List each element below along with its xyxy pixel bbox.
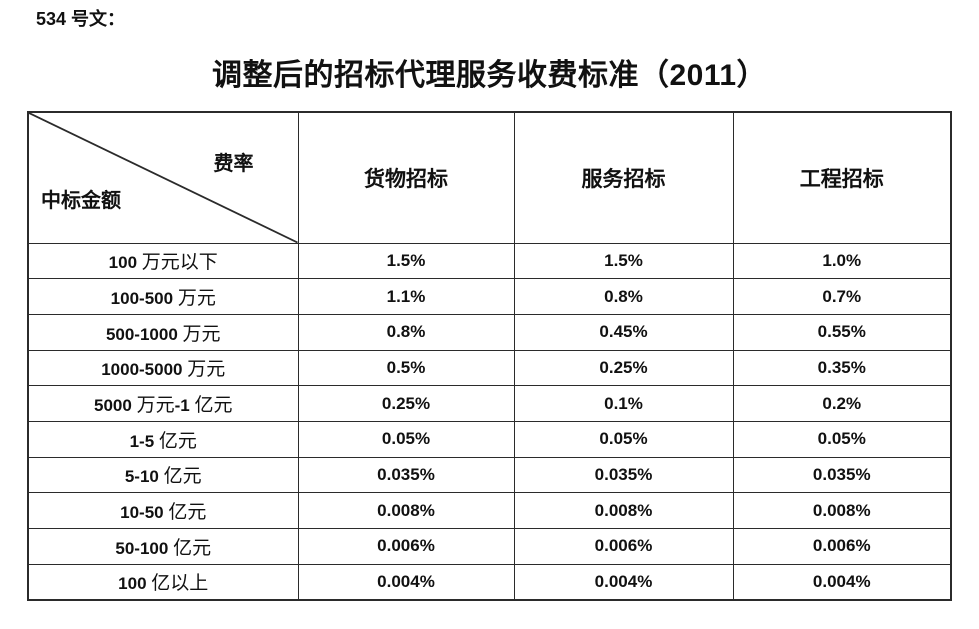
table-body: 100 万元以下 1.5% 1.5% 1.0% 100-500 万元 1.1% 0.8% 0.… xyxy=(27,242,952,601)
fee-table: 费率 中标金额 货物招标 服务招标 工程招标 100 万元以下 1.5% 1.5% 1… xyxy=(27,111,952,601)
rate-value-cell: 0.008% xyxy=(297,492,515,529)
rate-value-cell: 0.55% xyxy=(732,313,952,351)
amount-range-cell: 10-50 亿元 xyxy=(27,492,299,529)
rate-value-cell: 0.05% xyxy=(732,420,952,458)
rate-value-cell: 0.5% xyxy=(297,349,515,387)
table-header-row: 费率 中标金额 货物招标 服务招标 工程招标 xyxy=(27,111,952,244)
rate-value-cell: 0.004% xyxy=(732,563,952,601)
table-row: 100-500 万元 1.1% 0.8% 0.7% xyxy=(27,278,952,315)
rate-value-cell: 0.25% xyxy=(297,385,515,422)
amount-range-cell: 100 万元以下 xyxy=(27,242,299,280)
table-row: 1-5 亿元 0.05% 0.05% 0.05% xyxy=(27,420,952,458)
rate-value-cell: 0.035% xyxy=(732,456,952,494)
rate-value-cell: 0.006% xyxy=(513,528,734,565)
column-header-goods-tender: 货物招标 xyxy=(297,111,515,244)
rate-value-cell: 0.008% xyxy=(732,492,952,529)
amount-range-cell: 100 亿以上 xyxy=(27,563,299,601)
rate-value-cell: 0.004% xyxy=(513,563,734,601)
table-row: 5-10 亿元 0.035% 0.035% 0.035% xyxy=(27,456,952,494)
table-row: 100 亿以上 0.004% 0.004% 0.004% xyxy=(27,563,952,601)
amount-range-cell: 500-1000 万元 xyxy=(27,313,299,351)
amount-range-cell: 1000-5000 万元 xyxy=(27,349,299,387)
table-row: 50-100 亿元 0.006% 0.006% 0.006% xyxy=(27,528,952,565)
rate-value-cell: 1.5% xyxy=(513,242,734,280)
table-row: 1000-5000 万元 0.5% 0.25% 0.35% xyxy=(27,349,952,387)
amount-range-cell: 100-500 万元 xyxy=(27,278,299,315)
rate-value-cell: 0.25% xyxy=(513,349,734,387)
table-row: 5000 万元-1 亿元 0.25% 0.1% 0.2% xyxy=(27,385,952,422)
diagonal-divider-line xyxy=(29,113,298,243)
diagonal-header-cell: 费率 中标金额 xyxy=(27,111,299,244)
rate-value-cell: 0.035% xyxy=(513,456,734,494)
rate-value-cell: 1.0% xyxy=(732,242,952,280)
rate-value-cell: 0.008% xyxy=(513,492,734,529)
rate-value-cell: 0.45% xyxy=(513,313,734,351)
amount-range-cell: 50-100 亿元 xyxy=(27,528,299,565)
rate-value-cell: 0.8% xyxy=(513,278,734,315)
doc-number: 534 号文： xyxy=(36,9,126,29)
rate-value-cell: 0.006% xyxy=(732,528,952,565)
corner-label-bid-amount: 中标金额 xyxy=(41,189,121,212)
rate-value-cell: 1.1% xyxy=(297,278,515,315)
page-title: 调整后的招标代理服务收费标准（2011） xyxy=(211,59,768,92)
rate-value-cell: 0.8% xyxy=(297,313,515,351)
table-row: 10-50 亿元 0.008% 0.008% 0.008% xyxy=(27,492,952,529)
amount-range-cell: 1-5 亿元 xyxy=(27,420,299,458)
corner-label-fee-rate: 费率 xyxy=(213,153,254,175)
table-row: 500-1000 万元 0.8% 0.45% 0.55% xyxy=(27,313,952,351)
rate-value-cell: 0.05% xyxy=(513,420,734,458)
rate-value-cell: 0.7% xyxy=(732,278,952,315)
rate-value-cell: 0.035% xyxy=(297,456,515,494)
rate-value-cell: 0.35% xyxy=(732,349,952,387)
amount-range-cell: 5000 万元-1 亿元 xyxy=(27,385,299,422)
rate-value-cell: 0.004% xyxy=(297,563,515,601)
rate-value-cell: 1.5% xyxy=(297,242,515,280)
table-row: 100 万元以下 1.5% 1.5% 1.0% xyxy=(27,242,952,280)
rate-value-cell: 0.006% xyxy=(297,528,515,565)
rate-value-cell: 0.05% xyxy=(297,420,515,458)
amount-range-cell: 5-10 亿元 xyxy=(27,456,299,494)
column-header-engineering-tender: 工程招标 xyxy=(732,111,952,244)
rate-value-cell: 0.2% xyxy=(732,385,952,422)
rate-value-cell: 0.1% xyxy=(513,385,734,422)
column-header-service-tender: 服务招标 xyxy=(513,111,734,244)
